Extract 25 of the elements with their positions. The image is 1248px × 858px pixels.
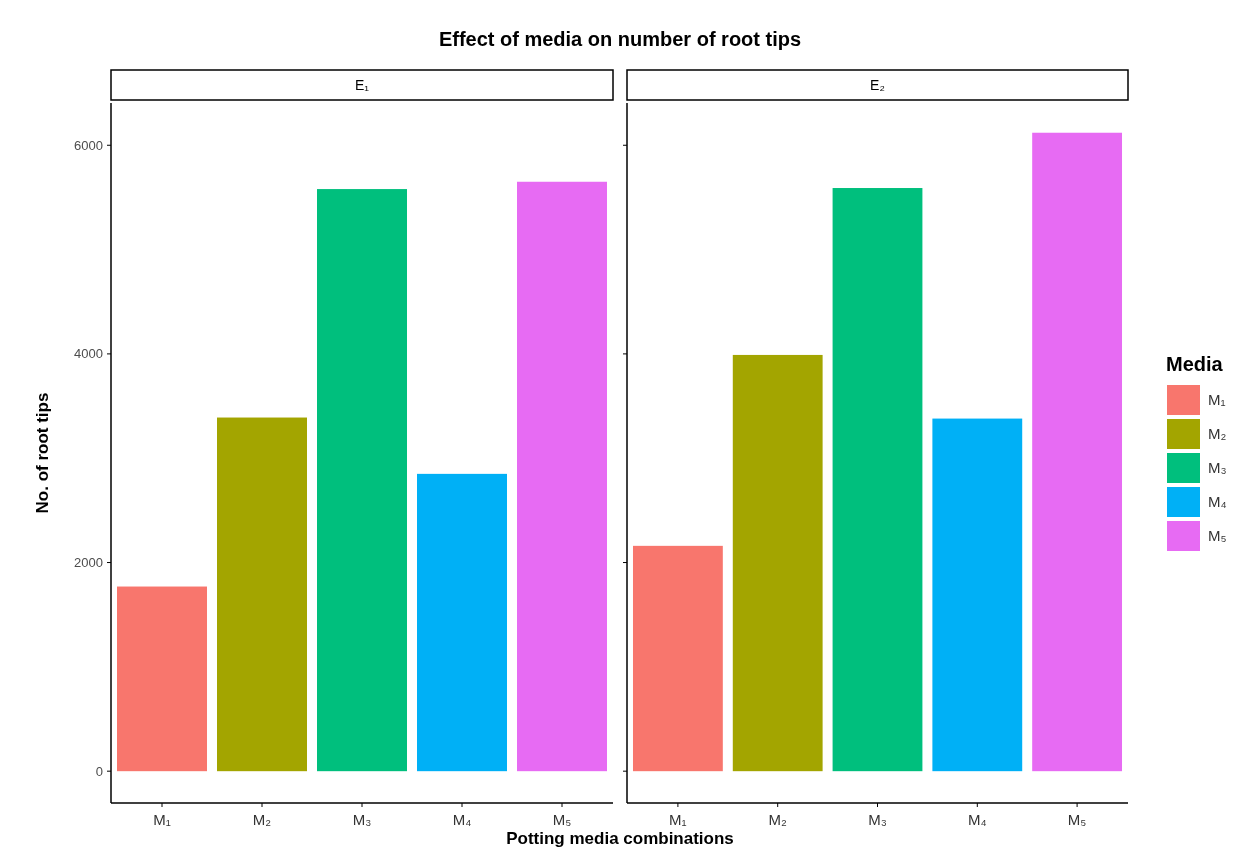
y-axis-title: No. of root tips — [33, 392, 52, 514]
x-axis-title: Potting media combinations — [506, 829, 734, 848]
legend-label: M₅ — [1208, 527, 1227, 545]
x-tick-label: M₂ — [252, 811, 272, 828]
x-tick-label: M₂ — [768, 811, 788, 828]
legend-label: M₄ — [1208, 493, 1227, 511]
chart-subtitle: E₁ — [354, 77, 370, 93]
x-tick-label: M₁ — [669, 811, 687, 828]
chart-title: Effect of media on number of root tips — [438, 28, 802, 50]
legend-title: Media — [1166, 353, 1224, 375]
legend-label: M₁ — [1208, 391, 1226, 409]
y-tick-label: 2000 — [74, 555, 103, 571]
x-tick-label: M₄ — [452, 811, 472, 828]
y-tick-label: 4000 — [74, 346, 103, 362]
y-tick-label: 0 — [95, 763, 103, 779]
legend-label: M₃ — [1208, 459, 1227, 477]
x-tick-label: M₅ — [552, 811, 572, 828]
x-tick-label: M₄ — [967, 811, 987, 828]
x-tick-label: M₃ — [868, 811, 887, 828]
legend-label: M₂ — [1208, 425, 1227, 443]
x-tick-label: M₁ — [153, 811, 171, 828]
y-tick-label: 6000 — [74, 137, 103, 153]
chart-subtitle: E₂ — [870, 77, 885, 93]
x-tick-label: M₃ — [352, 811, 372, 828]
x-tick-label: M₅ — [1067, 811, 1087, 828]
